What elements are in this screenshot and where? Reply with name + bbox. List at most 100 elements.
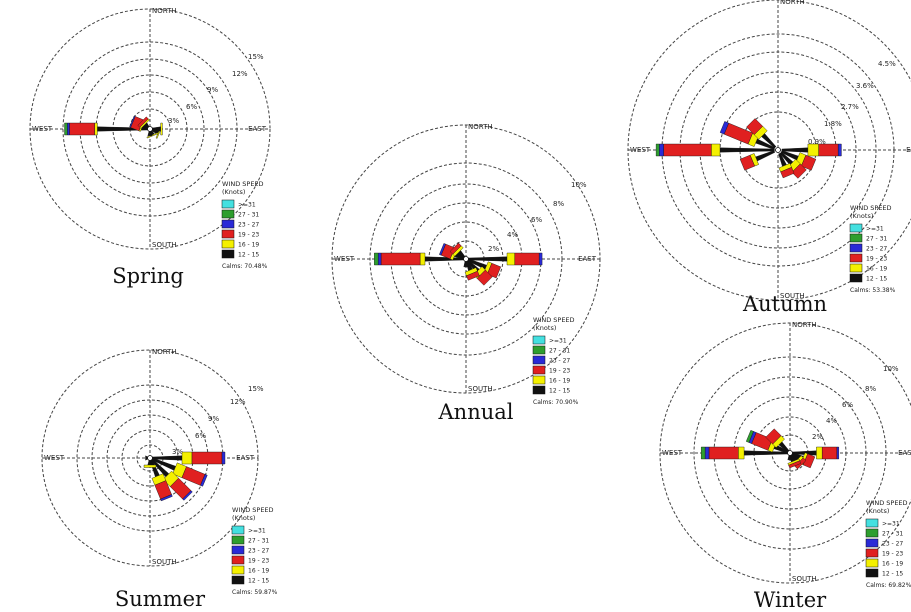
petal-segment-sse (146, 132, 159, 139)
direction-label-north: NORTH (792, 321, 817, 329)
petal-segment-e (836, 446, 839, 460)
legend-unit: (Knots) (866, 507, 889, 515)
petal-segment-wsw (739, 154, 755, 171)
petal-segment-e (181, 451, 193, 465)
center-point (787, 450, 793, 456)
ring-label: 3% (168, 117, 179, 125)
legend-bin-label: 19 - 23 (248, 558, 269, 565)
petal-segment-w (374, 252, 379, 266)
petal-segment-w (67, 122, 70, 136)
legend-title: WIND SPEED (533, 316, 575, 324)
legend-swatch (849, 223, 863, 233)
season-title: Winter (754, 588, 827, 612)
direction-label-north: NORTH (468, 123, 493, 131)
direction-label-south: SOUTH (152, 558, 177, 566)
ring-label: 9% (207, 86, 218, 94)
direction-label-west: WEST (662, 449, 683, 457)
petal-segment-w (659, 143, 664, 157)
petal-segment-wnw (719, 121, 729, 135)
legend-bin-label: >=31 (238, 202, 256, 209)
direction-label-south: SOUTH (468, 385, 493, 393)
legend-swatch (865, 518, 879, 528)
legend-bin-label: >=31 (882, 521, 900, 528)
petal-segment-sse (466, 270, 480, 281)
legend-bin-label: 12 - 15 (882, 571, 903, 578)
legend-unit: (Knots) (533, 324, 556, 332)
legend-swatch (849, 273, 863, 283)
legend-bin-label: 19 - 23 (866, 256, 887, 263)
legend-swatch (221, 229, 235, 239)
ring-label: 10% (883, 365, 899, 373)
petal-segment-w (708, 446, 739, 460)
ring-label: 6% (195, 432, 206, 440)
legend-swatch (221, 199, 235, 209)
petal-segment-w (69, 122, 95, 136)
legend: WIND SPEED(Knots) >=31 27 - 31 23 - 27 19 - … (532, 316, 579, 406)
legend-bin-label: 19 - 23 (238, 232, 259, 239)
legend-swatch (849, 243, 863, 253)
legend: WIND SPEED(Knots) >=31 27 - 31 23 - 27 19 - … (231, 506, 278, 596)
legend-bin-label: 23 - 27 (238, 222, 259, 229)
ring-label: 6% (842, 401, 853, 409)
petal-segment-nw (746, 118, 763, 135)
legend-swatch (865, 568, 879, 578)
petal-segment-sse (788, 460, 802, 469)
direction-label-north: NORTH (152, 348, 177, 356)
wind-rose-annual: NORTH SOUTH EAST WEST 2% 4% 6% 8% 10% WIND SPEED(… (331, 123, 601, 424)
petal-segment-e (807, 143, 819, 157)
petal-segment-e (822, 446, 838, 460)
petal-segment-ese (486, 262, 502, 279)
wind-rose-winter: NORTH SOUTH EAST WEST 2%4% 6% 8% 10% WIND SPEED(… (659, 321, 911, 612)
legend-swatch (221, 239, 235, 249)
legend-bin-label: 12 - 15 (549, 388, 570, 395)
ring-label: 8% (865, 385, 876, 393)
legend-bin-label: 27 - 31 (248, 538, 269, 545)
direction-label-south: SOUTH (780, 292, 805, 300)
legend-swatch (532, 365, 546, 375)
ring-label: 2% (812, 433, 823, 441)
petal-segment-e (506, 252, 515, 266)
ring-label: 6% (186, 103, 197, 111)
legend-swatch (231, 535, 245, 545)
ring-label: 3% (172, 448, 183, 456)
petal-segment-e (838, 143, 842, 157)
season-title: Spring (112, 264, 184, 288)
petal-segment-nw (137, 116, 149, 128)
legend-swatch (231, 545, 245, 555)
calms-label: Calms: 53.38% (850, 287, 896, 294)
petal-segment-ese (200, 474, 208, 487)
direction-label-north: NORTH (152, 7, 177, 15)
petal-segment-e (160, 122, 163, 136)
ring-label: 4.5% (878, 60, 896, 68)
center-point (775, 147, 781, 153)
center-point (463, 256, 469, 262)
legend-bin-label: 23 - 27 (866, 246, 887, 253)
petal-segment-w (738, 446, 745, 460)
direction-label-east: EAST (578, 255, 597, 263)
petal-segment-se (476, 269, 493, 286)
legend-bin-label: 23 - 27 (549, 358, 570, 365)
legend-bin-label: 12 - 15 (238, 252, 259, 259)
legend-unit: (Knots) (850, 212, 873, 220)
petal-segment-w (380, 252, 421, 266)
ring-label: 4% (507, 231, 518, 239)
legend-swatch (849, 253, 863, 263)
petal-segment-w (663, 143, 712, 157)
legend-bin-label: >=31 (549, 338, 567, 345)
petal-segment-w (419, 252, 426, 266)
legend-bin-label: 27 - 31 (549, 348, 570, 355)
legend-swatch (532, 385, 546, 395)
petal-segment-ese (801, 154, 817, 171)
ring-label: 12% (232, 70, 248, 78)
petal-segment-wnw (439, 243, 446, 256)
calms-label: Calms: 69.82% (866, 582, 911, 589)
petal-segment-w (743, 450, 789, 456)
petal-segment-w (704, 446, 710, 460)
legend-unit: (Knots) (222, 188, 245, 196)
legend-swatch (532, 335, 546, 345)
petal-segment-w (64, 122, 68, 136)
ring-label: 6% (531, 216, 542, 224)
petal-segment-e (818, 143, 839, 157)
wind-rose-autumn: NORTH SOUTH EAST WEST 0.9% 1.8% 2.7% 3.6% 4.5% WI… (627, 0, 911, 316)
